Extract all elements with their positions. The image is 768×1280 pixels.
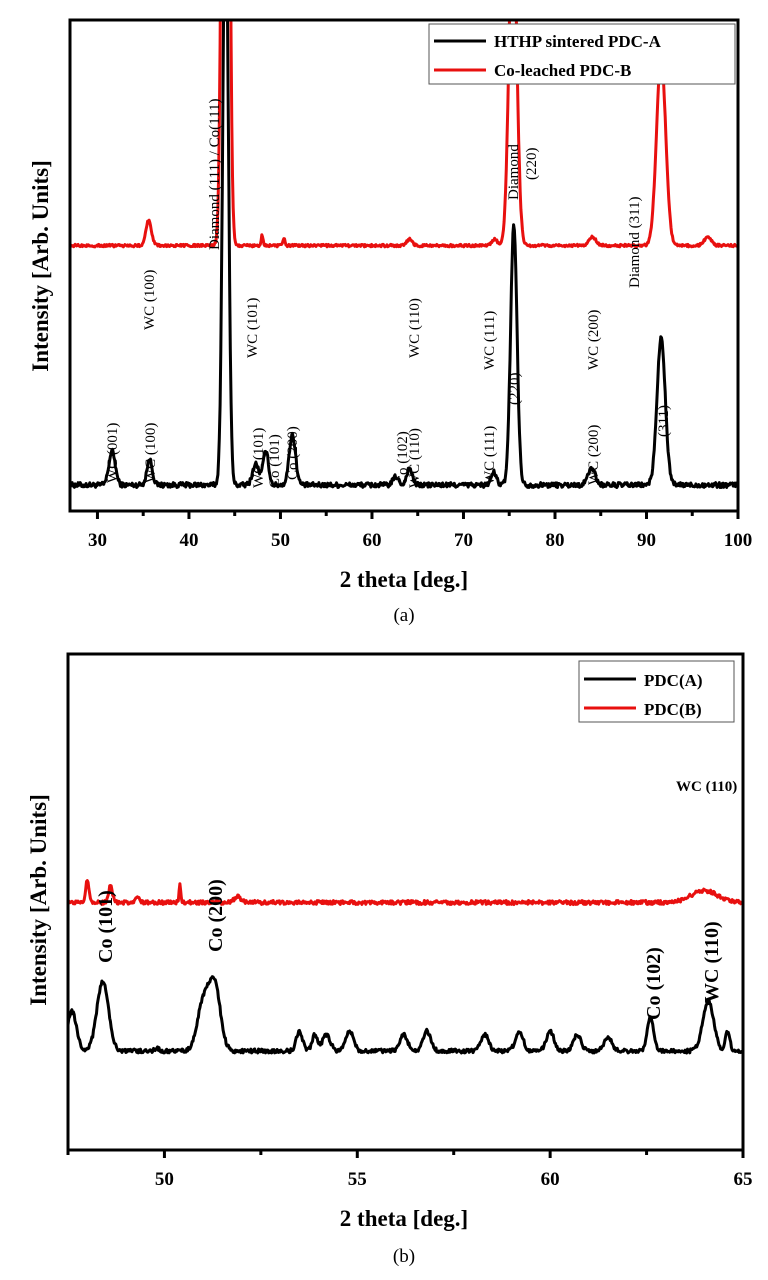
x-ticks-a: 30 40 50 60 70 80 90 100: [88, 511, 752, 551]
series-line-pdc-b-: [68, 879, 743, 906]
peak-annotation: Co (200): [285, 426, 301, 480]
peak-annotation: WC (101): [245, 298, 261, 358]
x-tick-label: 80: [545, 530, 564, 551]
peak-annotation: WC (100): [142, 270, 158, 330]
x-tick-label: 50: [155, 1169, 174, 1190]
peak-annotation: Diamond (111) / Co(111): [207, 98, 223, 250]
peak-annotation: (311): [656, 405, 672, 437]
peak-annotation: Diamond: [506, 144, 522, 200]
peak-annotation: WC (111): [482, 426, 498, 485]
peak-annotation: Diamond (311): [627, 196, 643, 288]
peak-annotation: WC (100): [143, 423, 159, 483]
series-group-b: [68, 879, 743, 1055]
chart-panel-a: 30 40 50 60 70 80 90 100 WC (100) Diamond (111) …: [28, 18, 752, 626]
chart-panel-b: 50 55 60 65 WC (110) Co (101) Co (200) Co (102…: [26, 652, 753, 1267]
x-ticks-b: 50 55 60 65: [66, 1150, 753, 1190]
series-line-pdc-a-: [68, 975, 743, 1055]
peak-annotation: WC (111): [482, 311, 498, 370]
annotations-a: WC (100) Diamond (111) / Co(111) WC (101) W…: [105, 98, 672, 488]
x-axis-title-a: 2 theta [deg.]: [340, 567, 468, 592]
peak-annotation: WC (110): [407, 298, 423, 358]
plot-frame-b: [66, 652, 745, 1152]
panel-label-b: (b): [393, 1246, 415, 1267]
legend-label-a-0: HTHP sintered PDC-A: [494, 32, 662, 51]
legend-label-a-1: Co-leached PDC-B: [494, 61, 631, 80]
legend-label-b-1: PDC(B): [644, 700, 702, 719]
peak-annotation: Co (102): [643, 947, 665, 1020]
x-tick-label: 55: [348, 1169, 367, 1190]
legend-label-b-0: PDC(A): [644, 671, 703, 690]
series-line-hthp-sintered-pdc-a: [70, 21, 738, 489]
legend-box-b: [578, 660, 735, 723]
panel-label-a: (a): [393, 605, 414, 626]
legend-box-a: [428, 23, 736, 85]
peak-annotation: (220): [524, 148, 540, 181]
peak-annotation: WC (001): [105, 423, 121, 483]
x-axis-title-b: 2 theta [deg.]: [340, 1206, 468, 1231]
peak-annotation: WC (110): [407, 428, 423, 488]
x-tick-label: 50: [271, 530, 290, 551]
peak-annotation: WC (200): [586, 425, 602, 485]
y-axis-title-b: Intensity [Arb. Units]: [26, 794, 51, 1005]
plot-frame-a: [68, 18, 740, 513]
peak-annotation: WC (200): [586, 310, 602, 370]
peak-annotation: Co (101): [95, 890, 117, 963]
x-tick-label: 30: [88, 530, 107, 551]
x-tick-label: 100: [724, 530, 753, 551]
x-tick-label: 40: [179, 530, 198, 551]
peak-annotation: Co (200): [205, 879, 227, 952]
peak-annotation: Co (102): [395, 431, 411, 485]
x-tick-label: 60: [362, 530, 381, 551]
legend-b: PDC(A) PDC(B): [578, 660, 735, 723]
peak-annotation: WC (110): [676, 779, 737, 795]
annotations-b: WC (110) Co (101) Co (200) Co (102) WC (110): [95, 779, 737, 1020]
x-tick-label: 90: [637, 530, 656, 551]
legend-a: HTHP sintered PDC-A Co-leached PDC-B: [428, 23, 736, 85]
x-tick-label: 70: [454, 530, 473, 551]
x-tick-label: 65: [734, 1169, 753, 1190]
y-axis-title-a: Intensity [Arb. Units]: [28, 160, 53, 371]
peak-annotation: Co (101): [267, 434, 283, 488]
peak-annotation: WC (110): [701, 921, 723, 1003]
peak-annotation: (220): [507, 373, 523, 406]
series-group-a: [70, 21, 738, 489]
x-tick-label: 60: [541, 1169, 560, 1190]
series-line-co-leached-pdc-b: [70, 21, 738, 249]
peak-annotation: WC (101): [251, 428, 267, 488]
